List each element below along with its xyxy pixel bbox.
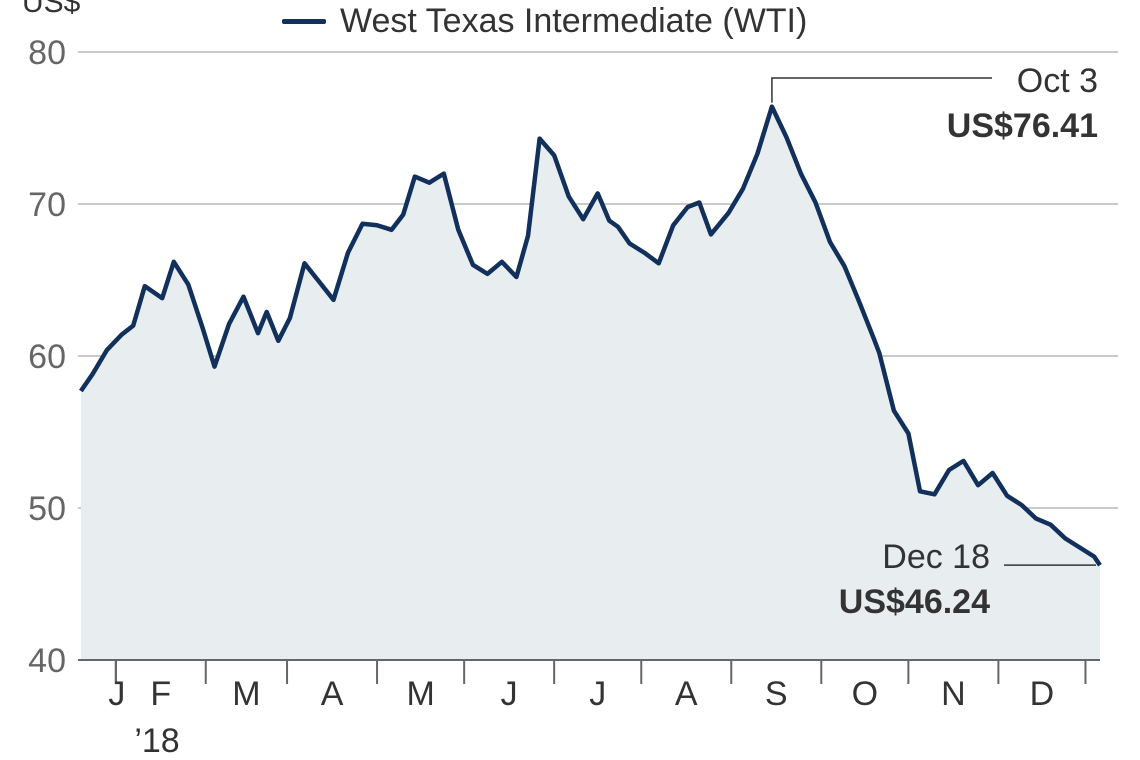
- y-tick-label: 70: [28, 186, 66, 224]
- annotation-latest: Dec 18 US$46.24: [839, 538, 990, 622]
- legend-label: West Texas Intermediate (WTI): [340, 2, 808, 40]
- series-line: [79, 104, 1102, 567]
- legend-line-swatch: [282, 19, 326, 24]
- annotation-latest-value: US$46.24: [838, 583, 990, 621]
- x-tick-label: M: [406, 675, 434, 713]
- y-tick-label: 60: [28, 338, 66, 376]
- annotation-peak-date: Oct 3: [1016, 62, 1098, 100]
- x-tick-label: J: [501, 675, 518, 713]
- x-tick-label: J: [108, 675, 125, 713]
- x-tick-label: N: [941, 675, 966, 713]
- x-tick-label: M: [232, 675, 260, 713]
- legend: West Texas Intermediate (WTI): [282, 2, 807, 41]
- x-tick-label: A: [675, 675, 698, 713]
- y-tick-label: 80: [28, 34, 66, 72]
- x-tick-label: S: [765, 675, 788, 713]
- annotation-peak-leader: [771, 77, 992, 103]
- y-tick-label: 50: [28, 490, 66, 528]
- annotation-peak: Oct 3 US$76.41: [947, 62, 1098, 146]
- series-area: [80, 106, 1100, 661]
- x-tick-label: O: [852, 675, 878, 713]
- annotation-latest-date: Dec 18: [882, 538, 990, 576]
- y-axis-unit-label: US$: [22, 0, 81, 19]
- x-tick-label: D: [1030, 675, 1055, 713]
- x-year-label: ’18: [134, 722, 179, 760]
- x-tick-label: J: [589, 675, 606, 713]
- x-tick-label: A: [321, 675, 344, 713]
- annotation-peak-value: US$76.41: [946, 107, 1098, 145]
- y-tick-label: 40: [28, 642, 66, 680]
- x-tick-label: F: [150, 675, 171, 713]
